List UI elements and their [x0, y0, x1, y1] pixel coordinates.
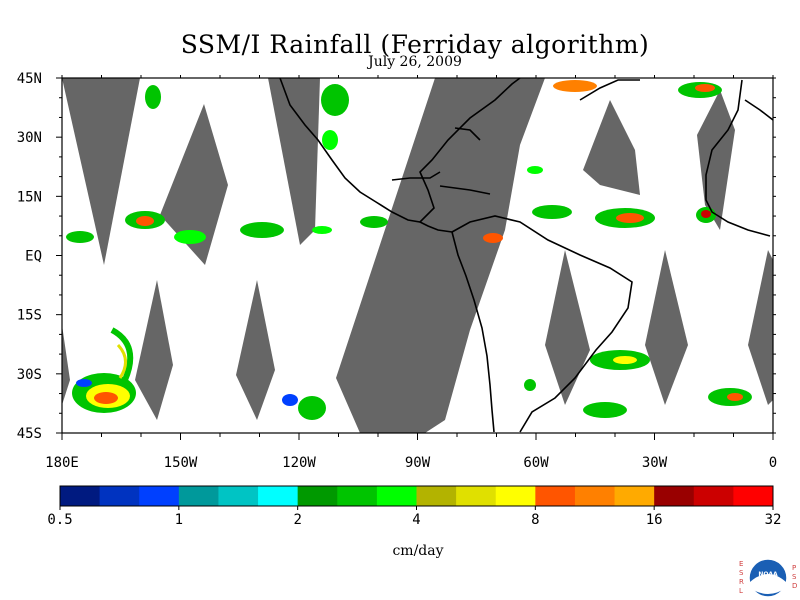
gap-swath [268, 78, 320, 245]
gap-swath [545, 250, 590, 405]
logo-letter: R [739, 578, 744, 586]
logo-letter: E [739, 560, 743, 568]
lon-label: 180E [45, 455, 79, 471]
south-america-coast [451, 215, 633, 433]
lon-label: 0 [769, 455, 777, 471]
lat-label: 45S [17, 426, 42, 442]
lon-label: 60W [523, 455, 549, 471]
gap-swath [236, 280, 275, 420]
logo-letter: D [792, 582, 797, 590]
gap-swath [62, 78, 140, 265]
gap-swath [583, 100, 640, 195]
colorbar-swatch [376, 486, 417, 506]
colorbar-swatch [574, 486, 616, 506]
gap-swath [748, 250, 773, 405]
lon-label: 90W [405, 455, 431, 471]
lat-label: 45N [17, 71, 42, 87]
florida-gulf [391, 171, 441, 181]
gap-swath [135, 280, 173, 420]
colorbar-swatch [139, 486, 180, 506]
colorbar-swatch [495, 486, 536, 506]
colorbar-swatch [337, 486, 378, 506]
colorbar-swatch [456, 486, 497, 506]
rain-band-itcz [66, 205, 716, 244]
gap-swath [62, 325, 70, 405]
colorbar-tick-label: 0.5 [47, 512, 72, 528]
longitude-axis: 180E 150W 120W 90W 60W 30W 0 [45, 75, 777, 471]
colorbar-tick-label: 32 [765, 512, 782, 528]
colorbar-tick-label: 4 [412, 512, 420, 528]
data-gap-swaths [62, 78, 773, 433]
gap-swath [336, 78, 545, 433]
lat-label: 15N [17, 189, 42, 205]
colorbar-tick-label: 2 [293, 512, 301, 528]
lat-label: 30N [17, 130, 42, 146]
colorbar-swatch [416, 486, 457, 506]
lat-label: 15S [17, 308, 42, 324]
colorbar-swatch [535, 486, 576, 506]
lon-label: 150W [164, 455, 198, 471]
logo-letter: S [739, 569, 744, 577]
cuba [439, 185, 491, 195]
colorbar-swatch [218, 486, 259, 506]
noaa-emblem-text: NOAA [758, 571, 778, 578]
hudson-coast [454, 127, 481, 141]
europe-africa-coast [705, 79, 771, 237]
colorbar-swatch [99, 486, 140, 506]
colorbar-unit-label: cm/day [392, 543, 443, 559]
coastlines [279, 77, 774, 433]
rainfall-patches [66, 80, 752, 420]
lat-label: 30S [17, 367, 42, 383]
rain-cluster-south-pacific-w [72, 327, 136, 413]
greenland-coast [579, 79, 640, 101]
colorbar [59, 485, 774, 507]
colorbar-swatch [733, 486, 774, 506]
colorbar-swatch [60, 486, 101, 506]
colorbar-tick-label: 16 [646, 512, 663, 528]
colorbar-tick-label: 8 [531, 512, 539, 528]
colorbar-tick-label: 1 [175, 512, 183, 528]
iberia-coast [744, 99, 774, 121]
logo-letter: P [792, 564, 796, 572]
logo-letter: L [739, 587, 743, 595]
gap-swath [160, 104, 228, 265]
lon-label: 30W [642, 455, 668, 471]
rain-cluster-south-atlantic [282, 350, 752, 420]
gap-swath [645, 250, 688, 405]
logo-letter: S [792, 573, 797, 581]
colorbar-swatch [654, 486, 695, 506]
lat-label: EQ [25, 249, 42, 265]
colorbar-swatch [258, 486, 299, 506]
lon-label: 120W [282, 455, 316, 471]
latitude-axis: 45N 30N 15N EQ 15S 30S 45S [17, 71, 776, 442]
map-title: SSM/I Rainfall (Ferriday algorithm) [180, 30, 650, 59]
colorbar-swatch [693, 486, 734, 506]
colorbar-tick-labels: 0.5 1 2 4 8 16 32 [47, 506, 781, 528]
rain-cluster-north [145, 80, 722, 174]
colorbar-swatch [614, 486, 655, 506]
colorbar-swatch [297, 486, 338, 506]
central-america-coast [419, 221, 453, 233]
map-subtitle: July 26, 2009 [368, 54, 462, 70]
north-america-coast [279, 77, 521, 223]
colorbar-swatch [178, 486, 219, 506]
